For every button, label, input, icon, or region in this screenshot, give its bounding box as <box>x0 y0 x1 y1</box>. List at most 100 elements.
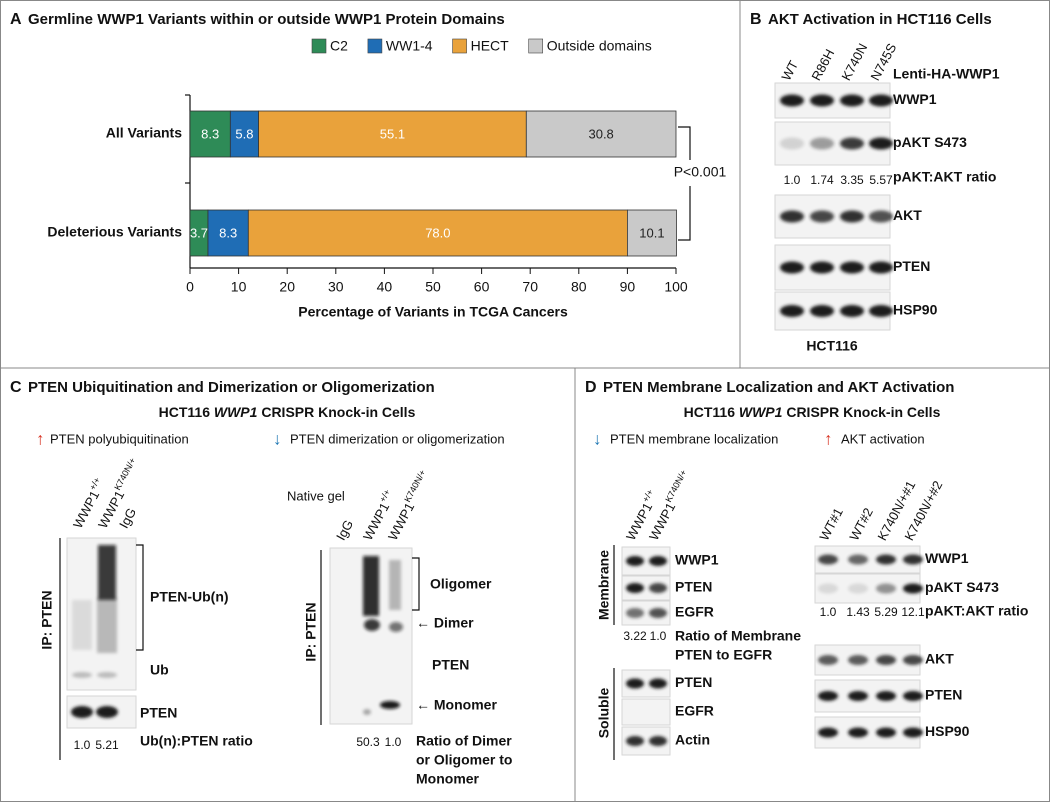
bar-segment <box>207 209 249 257</box>
legend-swatch <box>367 38 383 54</box>
band <box>626 583 644 593</box>
band-label: Ub <box>150 662 169 678</box>
panel-title: AKT Activation in HCT116 Cells <box>768 11 992 28</box>
ratio-value: 3.35 <box>840 173 864 187</box>
band <box>848 727 868 738</box>
finding-arrow: ↓ <box>593 429 602 448</box>
band <box>869 305 893 317</box>
x-tick-label: 20 <box>279 279 295 295</box>
x-tick-label: 90 <box>620 279 636 295</box>
band <box>780 305 804 317</box>
bar-value-label: 10.1 <box>639 225 664 240</box>
ratio-value: 1.0 <box>820 605 837 619</box>
bar-value-label: 8.3 <box>219 225 237 240</box>
ratio-value: 12.1 <box>901 605 925 619</box>
band <box>72 672 92 678</box>
ratio-label: Ub(n):PTEN ratio <box>140 733 253 749</box>
x-tick-label: 40 <box>377 279 393 295</box>
annotation: P<0.001 <box>674 164 727 180</box>
ratio-label: Ratio of Membrane <box>675 628 801 644</box>
x-tick-label: 70 <box>522 279 538 295</box>
row-label: WWP1 <box>925 550 969 566</box>
band <box>380 701 400 709</box>
subtitle-gene: WWP1 <box>739 404 783 420</box>
band <box>818 727 838 738</box>
band <box>848 554 868 565</box>
chart-title: Germline WWP1 Variants within or outside… <box>28 11 505 28</box>
ratio-label: PTEN to EGFR <box>675 647 772 663</box>
bracket <box>412 557 420 611</box>
band <box>626 608 644 618</box>
subtitle-gene: WWP1 <box>214 404 258 420</box>
row-label: WWP1 <box>893 91 937 107</box>
band <box>876 583 896 594</box>
bar-value-label: 55.1 <box>380 126 405 141</box>
band <box>840 305 864 317</box>
subtitle-part: CRISPR Knock-in Cells <box>261 404 415 420</box>
bar-value-label: 30.8 <box>588 126 613 141</box>
smear <box>97 598 117 653</box>
band <box>840 137 864 150</box>
subtitle-part: HCT116 <box>684 404 736 420</box>
ratio-value: 1.0 <box>385 735 402 749</box>
bar-value-label: 8.3 <box>201 126 219 141</box>
x-tick-label: 60 <box>474 279 490 295</box>
band <box>389 622 403 632</box>
band-label: Oligomer <box>430 576 492 592</box>
bar-value-label: 3.7 <box>190 225 208 240</box>
ratio-label: pAKT:AKT ratio <box>925 603 1028 619</box>
row-label: EGFR <box>675 703 714 719</box>
y-tick-label: Deleterious Variants <box>47 224 182 240</box>
x-tick-label: 50 <box>425 279 441 295</box>
x-tick-label: 100 <box>664 279 688 295</box>
band <box>649 678 667 689</box>
x-tick-label: 30 <box>328 279 344 295</box>
band <box>810 210 834 223</box>
row-label: AKT <box>893 207 922 223</box>
row-label: Actin <box>675 732 710 748</box>
finding-arrow: ↑ <box>824 429 833 448</box>
bar-value-label: 5.8 <box>235 126 253 141</box>
smear <box>363 556 379 616</box>
x-tick-label: 80 <box>571 279 587 295</box>
finding-text: PTEN membrane localization <box>610 431 778 446</box>
ip-label: IP: PTEN <box>39 590 55 649</box>
subtitle-part: CRISPR Knock-in Cells <box>786 404 940 420</box>
band <box>364 619 380 631</box>
band <box>71 706 93 718</box>
band <box>810 137 834 150</box>
ratio-value: 1.0 <box>650 629 667 643</box>
ip-label: IP: PTEN <box>303 602 319 661</box>
ratio-label: or Oligomer to <box>416 752 512 768</box>
bar-segment <box>627 209 677 257</box>
y-tick-label: All Variants <box>106 125 182 141</box>
fraction-label: Soluble <box>596 688 612 739</box>
legend-swatch <box>452 38 467 54</box>
subtitle-part: HCT116 <box>159 404 211 420</box>
row-label: pAKT S473 <box>893 134 967 150</box>
band <box>840 261 864 274</box>
band <box>903 655 923 665</box>
ratio-value: 1.74 <box>810 173 834 187</box>
band <box>810 261 834 274</box>
band <box>649 556 667 566</box>
finding-arrow: ↓ <box>273 429 282 448</box>
band <box>876 655 896 665</box>
ratio-value: 1.0 <box>784 173 801 187</box>
band <box>903 691 923 701</box>
row-label: PTEN <box>675 579 712 595</box>
ratio-value: 1.0 <box>74 738 91 752</box>
band-label: PTEN-Ub(n) <box>150 589 229 605</box>
row-label: HSP90 <box>893 302 938 318</box>
band <box>810 94 834 107</box>
band <box>780 137 804 150</box>
band <box>97 672 117 678</box>
row-label: HSP90 <box>925 723 970 739</box>
ratio-label: pAKT:AKT ratio <box>893 169 996 185</box>
band <box>869 94 893 107</box>
panel-label: D <box>585 379 597 396</box>
legend-label: C2 <box>330 38 348 54</box>
band <box>840 210 864 223</box>
ratio-value: 5.21 <box>95 738 119 752</box>
